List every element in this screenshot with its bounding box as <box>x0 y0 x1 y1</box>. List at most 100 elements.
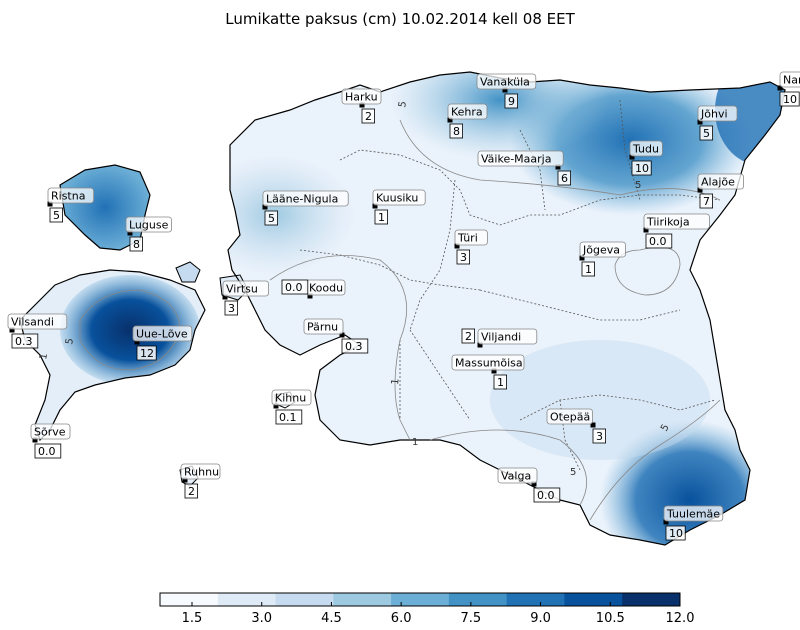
station-name: Jõhvi <box>700 108 728 121</box>
station-virtsu: Virtsu 3 <box>222 280 269 316</box>
station-value: 2 <box>465 330 472 343</box>
colorbar-segment <box>506 593 565 606</box>
station-value: 3 <box>596 430 603 443</box>
station-value-box <box>533 487 561 503</box>
station-marker <box>47 201 53 207</box>
station-value-box <box>631 160 652 176</box>
colorbar-segment <box>622 593 681 606</box>
colorbar: 1.5 3.0 4.5 6.0 7.5 9.0 10.5 12.0 <box>159 592 694 626</box>
station-value-box <box>341 338 369 354</box>
station-name-box <box>451 354 525 371</box>
station-name-box <box>132 325 193 342</box>
station-name-box <box>271 389 312 406</box>
station-value-box <box>581 261 596 277</box>
station-väike-maarja: Väike-Maarja 6 <box>477 150 572 186</box>
station-name: Tudu <box>632 143 659 156</box>
station-name-box <box>477 328 538 345</box>
station-value: 0.3 <box>345 340 363 353</box>
station-marker <box>9 327 15 333</box>
station-value: 1 <box>378 211 385 224</box>
station-marker <box>222 294 228 300</box>
station-name: Valga <box>501 470 531 483</box>
isoline-label: 1 <box>390 378 402 385</box>
station-name: Harku <box>345 91 378 104</box>
station-value-box <box>264 210 279 226</box>
station-name-box <box>697 105 738 122</box>
station-value: 5 <box>268 212 275 225</box>
station-marker <box>663 519 669 525</box>
station-name-box <box>447 103 488 120</box>
map-title: Lumikatte paksus (cm) 10.02.2014 kell 08… <box>225 10 575 28</box>
station-value-box <box>699 193 714 209</box>
station-marker <box>590 422 596 428</box>
station-value-box <box>281 279 309 295</box>
station-ruhnu: Ruhnu 2 <box>180 463 221 499</box>
station-name-box <box>643 213 710 230</box>
station-kihnu: Kihnu 0.1 <box>271 389 312 425</box>
station-value-box <box>275 409 303 425</box>
station-uue-lõve: Uue-Lõve 12 <box>132 325 193 361</box>
station-name: Narva <box>783 74 800 87</box>
station-name-box <box>180 463 221 480</box>
station-name: Kihnu <box>275 392 306 405</box>
station-marker <box>697 187 703 193</box>
station-name-box <box>303 318 344 335</box>
station-name: Kuusiku <box>376 192 418 205</box>
station-lääne-nigula: Lääne-Nigula 5 <box>262 190 349 226</box>
station-name-box <box>476 73 537 90</box>
station-ristna: Ristna 5 <box>47 187 94 223</box>
station-value-box <box>374 209 389 225</box>
station-kuusiku: Kuusiku 1 <box>372 189 426 225</box>
station-value: 10 <box>635 162 649 175</box>
station-marker <box>447 117 453 123</box>
colorbar-frame <box>159 592 681 607</box>
station-name-box <box>30 423 71 440</box>
station-massumõisa: Massumõisa 1 <box>451 354 525 390</box>
station-value: 10 <box>669 527 683 540</box>
station-name-box <box>222 280 269 297</box>
station-vilsandi: Vilsandi 0.3 <box>7 313 68 349</box>
station-value-box <box>493 374 508 390</box>
stations: Narva10Vanaküla9Harku2Kehra8Jõhvi5Tudu10… <box>7 71 800 541</box>
station-value-box <box>665 525 686 541</box>
station-name: Ruhnu <box>184 466 219 479</box>
station-marker <box>643 227 649 233</box>
station-value-box <box>11 333 39 349</box>
colorbar-tick-label: 3.0 <box>251 611 272 626</box>
colorbar-tick-label: 1.5 <box>182 611 203 626</box>
station-name-box <box>579 241 626 258</box>
station-marker <box>697 119 703 125</box>
isoline-label: 5 <box>570 467 576 478</box>
colorbar-tick-label: 7.5 <box>461 611 482 626</box>
station-value-box <box>129 236 144 252</box>
station-marker <box>339 332 345 338</box>
colorbar-segment <box>564 593 623 606</box>
station-marker <box>273 403 279 409</box>
isoline-label: 5 <box>635 180 641 191</box>
station-koodu: Koodu 0.0 <box>281 279 346 299</box>
station-marker <box>531 481 537 487</box>
isoline-label: 1 <box>38 352 50 360</box>
station-vanaküla: Vanaküla 9 <box>476 73 537 109</box>
station-value: 7 <box>703 195 710 208</box>
station-marker <box>307 293 313 299</box>
isoline-labels: 5 5 5 5 1 1 1 5 <box>38 100 672 478</box>
station-jõgeva: Jõgeva 1 <box>579 241 626 277</box>
station-name: Tuulemäe <box>666 508 720 521</box>
station-tiirikoja: Tiirikoja 0.0 <box>643 213 710 249</box>
county-borders <box>299 99 721 471</box>
station-value: 0.0 <box>285 281 303 294</box>
station-marker <box>127 230 133 236</box>
station-value: 9 <box>508 95 515 108</box>
station-value: 10 <box>783 93 797 106</box>
station-marker <box>491 368 497 374</box>
isoline-label: 5 <box>659 422 672 433</box>
station-pärnu: Pärnu 0.3 <box>303 318 369 354</box>
colorbar-tick-label: 6.0 <box>391 611 412 626</box>
station-alajõe: Alajõe 7 <box>697 173 744 209</box>
station-name: Otepää <box>550 411 590 424</box>
station-value: 2 <box>188 485 195 498</box>
station-marker <box>502 87 508 93</box>
station-marker <box>777 85 783 91</box>
